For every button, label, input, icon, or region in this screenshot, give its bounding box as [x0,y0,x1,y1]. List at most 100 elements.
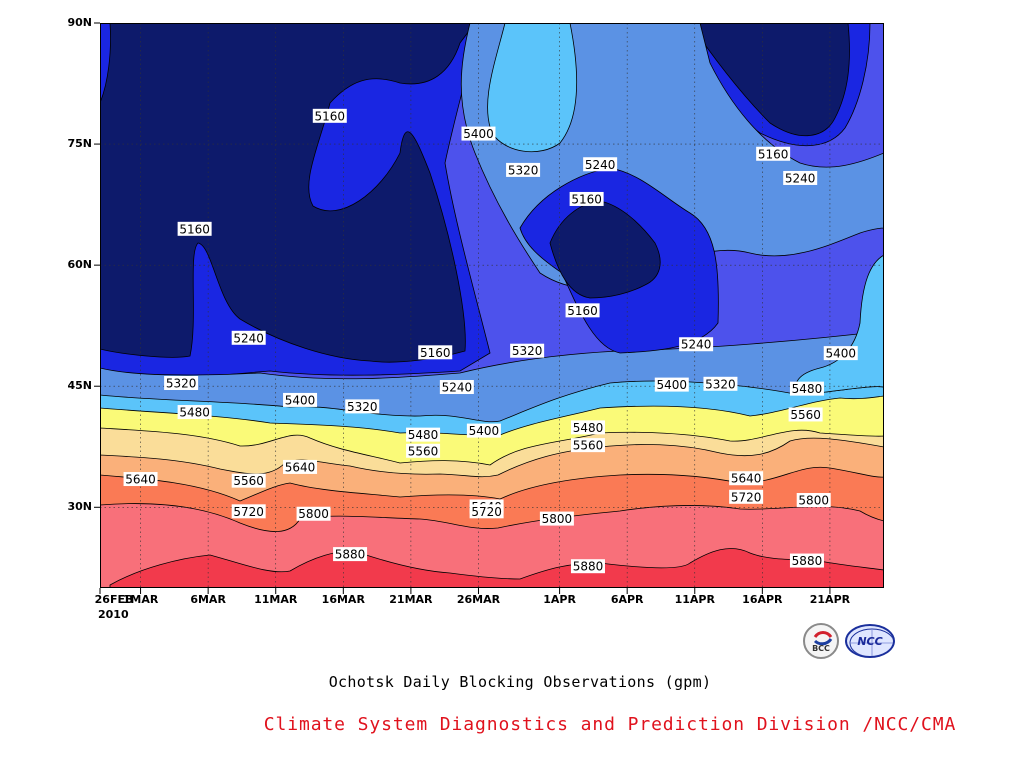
contour-label-5240: 5240 [783,170,818,185]
contour-label-text: 5720 [471,505,502,519]
x-tick-label-21apr: 21APR [809,593,851,606]
contour-label-text: 5400 [657,378,688,392]
contour-label-box [679,337,714,352]
contour-label-box [756,146,791,161]
contour-label-box [296,506,331,521]
y-tick-label-90n: 90N [67,16,92,29]
contour-label-5320: 5320 [510,343,545,358]
credit-line: Climate System Diagnostics and Predictio… [263,714,957,735]
contour-label-text: 5240 [233,331,264,345]
contour-label-text: 5640 [125,473,156,487]
contour-label-text: 5560 [408,444,439,458]
contour-label-text: 5240 [681,338,712,352]
contour-label-5560: 5560 [231,473,266,488]
contour-5160-north [689,23,850,137]
contour-label-box [231,330,266,345]
contour-label-5320: 5320 [345,399,380,414]
contour-label-box [789,553,824,568]
contour-label-box [788,407,823,422]
contour-label-5880: 5880 [333,547,368,562]
contour-label-box [461,126,496,141]
x-tick-label-16apr: 16APR [742,593,783,606]
contour-label-text: 5400 [285,393,316,407]
contour-label-5480: 5480 [789,381,824,396]
contour-label-box [469,504,504,519]
contour-label-text: 5640 [731,472,762,486]
contour-label-box [333,547,368,562]
y-tick-label-45n: 45N [67,379,92,393]
contour-label-5160: 5160 [565,303,600,318]
contour-label-text: 5240 [785,171,816,185]
contour-label-text: 5160 [420,346,451,360]
contour-5320-right-mid [795,254,884,396]
contour-plot-area: 5160 5160 5400 5320 5240 5160 5160 5240 5160 5240… [100,23,884,588]
contour-label-text: 5320 [347,400,378,414]
contour-label-text: 5480 [573,421,604,435]
contour-label-5480: 5480 [570,420,605,435]
contour-label-box [565,303,600,318]
contour-label-text: 5480 [408,428,439,442]
contour-label-5400: 5400 [283,392,318,407]
contour-label-box [729,471,764,486]
contour-label-5880: 5880 [789,553,824,568]
x-axis-year-label: 2010 [98,608,129,621]
contour-label-text: 5560 [573,439,604,453]
contour-label-box [789,381,824,396]
contour-label-5160: 5160 [756,146,791,161]
contour-label-text: 5640 [285,460,316,474]
contour-label-5320: 5320 [506,162,541,177]
contour-label-text: 5240 [585,158,616,172]
contour-label-text: 5160 [758,147,789,161]
x-tick-label-6mar: 6MAR [190,593,226,606]
contour-label-5480: 5480 [406,427,441,442]
contour-label-text: 5480 [179,406,210,420]
contour-label-5560: 5560 [570,438,605,453]
contour-5400-band-north [487,23,577,153]
x-tick-label-11mar: 11MAR [254,593,298,606]
ncc-logo-mark [849,628,893,656]
contour-label-box [439,380,474,395]
contour-label-box [164,375,199,390]
band-gt-5880 [109,548,884,588]
contour-label-5240: 5240 [679,337,714,352]
contour-label-text: 5560 [233,474,264,488]
contour-label-text: 5480 [792,382,823,396]
contour-label-5240: 5240 [231,330,266,345]
contour-label-5400: 5400 [823,346,858,361]
y-tick-label-30n: 30N [67,500,92,514]
contour-label-5400: 5400 [466,423,501,438]
contour-label-box [177,405,212,420]
contour-label-box [231,504,266,519]
contour-label-5800: 5800 [539,511,574,526]
contour-label-text: 5400 [463,127,494,141]
x-tick-label-1mar: 1MAR [122,593,159,606]
contour-label-5400: 5400 [461,126,496,141]
contour-label-5560: 5560 [788,407,823,422]
contour-label-5480: 5480 [177,405,212,420]
contour-label-box [539,511,574,526]
contour-label-box [231,473,266,488]
contour-label-box [570,559,605,574]
x-tick-label-6apr: 6APR [610,593,644,606]
x-tick-label-16mar: 16MAR [321,593,365,606]
x-tick-label-21mar: 21MAR [389,593,433,606]
contour-label-text: 5400 [825,347,856,361]
contour-label-box [312,108,347,123]
x-tick-label-1apr: 1APR [543,593,576,606]
contour-label-text: 5320 [512,344,543,358]
contour-label-5160: 5160 [418,345,453,360]
bcc-logo-text: BCC [812,644,830,653]
contour-label-5720: 5720 [469,504,504,519]
x-tick-label-26feb: 26FEB [94,593,134,606]
contour-label-text: 5800 [542,512,573,526]
contour-label-box [177,221,212,236]
contour-label-box [583,157,618,172]
chart-title: Ochotsk Daily Blocking Observations (gpm… [328,673,712,691]
contour-label-text: 5320 [166,376,197,390]
contour-label-text: 5880 [573,560,604,574]
contour-label-5640: 5640 [729,471,764,486]
contour-label-text: 5160 [315,109,346,123]
contour-label-5640: 5640 [283,459,318,474]
contour-label-5160: 5160 [177,221,212,236]
contour-label-5560: 5560 [406,443,441,458]
